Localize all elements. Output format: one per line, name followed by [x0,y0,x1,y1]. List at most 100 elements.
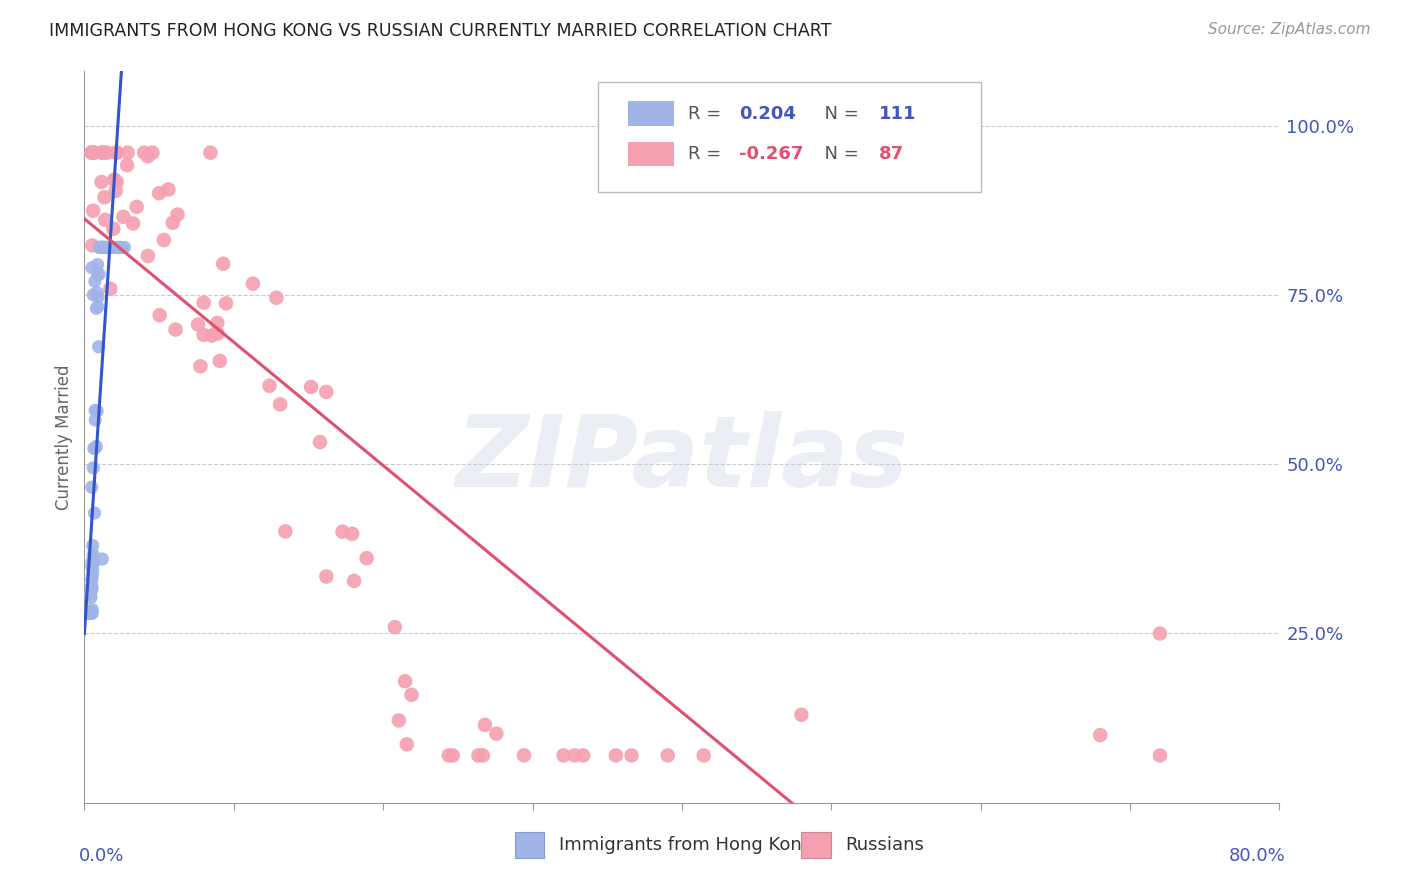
Point [471,748,494,763]
Point [93,240,115,254]
Text: 80.0%: 80.0% [1229,847,1285,864]
Point [86,285,108,300]
Point [441,748,464,763]
Bar [628,102,673,127]
Point [93,240,115,254]
Point [89,240,111,254]
Point [75,606,97,620]
Point [77,606,100,620]
Point [76,606,98,620]
Point [77,606,100,620]
Point [93,240,115,254]
Point [83,442,105,456]
Point [80,606,103,620]
Point [82,460,104,475]
Point [84,441,107,455]
Point [86,440,108,454]
Point [90,240,112,254]
Point [75,606,97,620]
Point [101,240,124,254]
Point [87,268,110,282]
Point [384,620,406,634]
Point [162,216,184,230]
Point [90,145,112,160]
Text: R =: R = [688,145,727,163]
Point [157,182,180,196]
Bar [515,832,544,858]
Point [437,748,460,763]
Point [82,563,104,577]
Text: IMMIGRANTS FROM HONG KONG VS RUSSIAN CURRENTLY MARRIED CORRELATION CHART: IMMIGRANTS FROM HONG KONG VS RUSSIAN CUR… [49,22,831,40]
Point [315,569,337,583]
Point [200,145,222,160]
Point [75,606,97,620]
Point [93,145,115,160]
Point [82,539,104,553]
Point [80,145,103,160]
Point [309,435,332,450]
Point [75,606,97,620]
Point [86,404,108,418]
Point [80,606,103,620]
Point [553,748,575,763]
Point [80,587,103,601]
Point [79,606,101,620]
Point [790,707,813,722]
Point [79,606,101,620]
Point [87,340,110,354]
Point [112,240,135,254]
Point [75,606,97,620]
Point [125,200,148,214]
Point [79,606,101,620]
Point [82,554,104,568]
Point [136,249,159,263]
Point [485,726,508,740]
Point [112,210,135,224]
Point [117,145,139,160]
Point [79,606,101,620]
Point [77,606,100,620]
Point [80,145,103,160]
Point [343,574,366,588]
FancyBboxPatch shape [599,82,981,192]
Text: Russians: Russians [845,836,925,854]
Point [82,288,104,302]
Point [513,748,536,763]
Text: ZIPatlas: ZIPatlas [456,410,908,508]
Y-axis label: Currently Married: Currently Married [55,364,73,510]
Point [141,145,163,160]
Point [108,240,131,254]
Point [564,748,586,763]
Point [100,240,122,254]
Point [356,551,378,566]
Text: 111: 111 [879,104,917,123]
Bar [628,142,673,167]
Point [93,240,115,254]
Point [101,240,124,254]
Point [401,688,423,702]
Point [82,606,104,620]
Point [259,378,281,392]
Point [110,240,132,254]
Point [207,326,229,341]
Point [89,240,111,254]
Text: N =: N = [814,104,865,123]
Point [75,606,97,620]
Point [80,555,103,569]
Point [105,240,128,254]
Point [82,203,104,218]
Point [76,606,98,620]
Point [115,158,138,172]
Point [80,606,103,620]
Point [242,277,264,291]
Point [86,301,108,316]
Point [93,190,115,204]
Point [266,291,288,305]
Point [86,258,108,272]
Point [82,603,104,617]
Point [77,606,100,620]
Point [340,526,363,541]
Point [201,328,224,343]
Text: R =: R = [688,104,727,123]
Text: 0.0%: 0.0% [79,847,124,864]
